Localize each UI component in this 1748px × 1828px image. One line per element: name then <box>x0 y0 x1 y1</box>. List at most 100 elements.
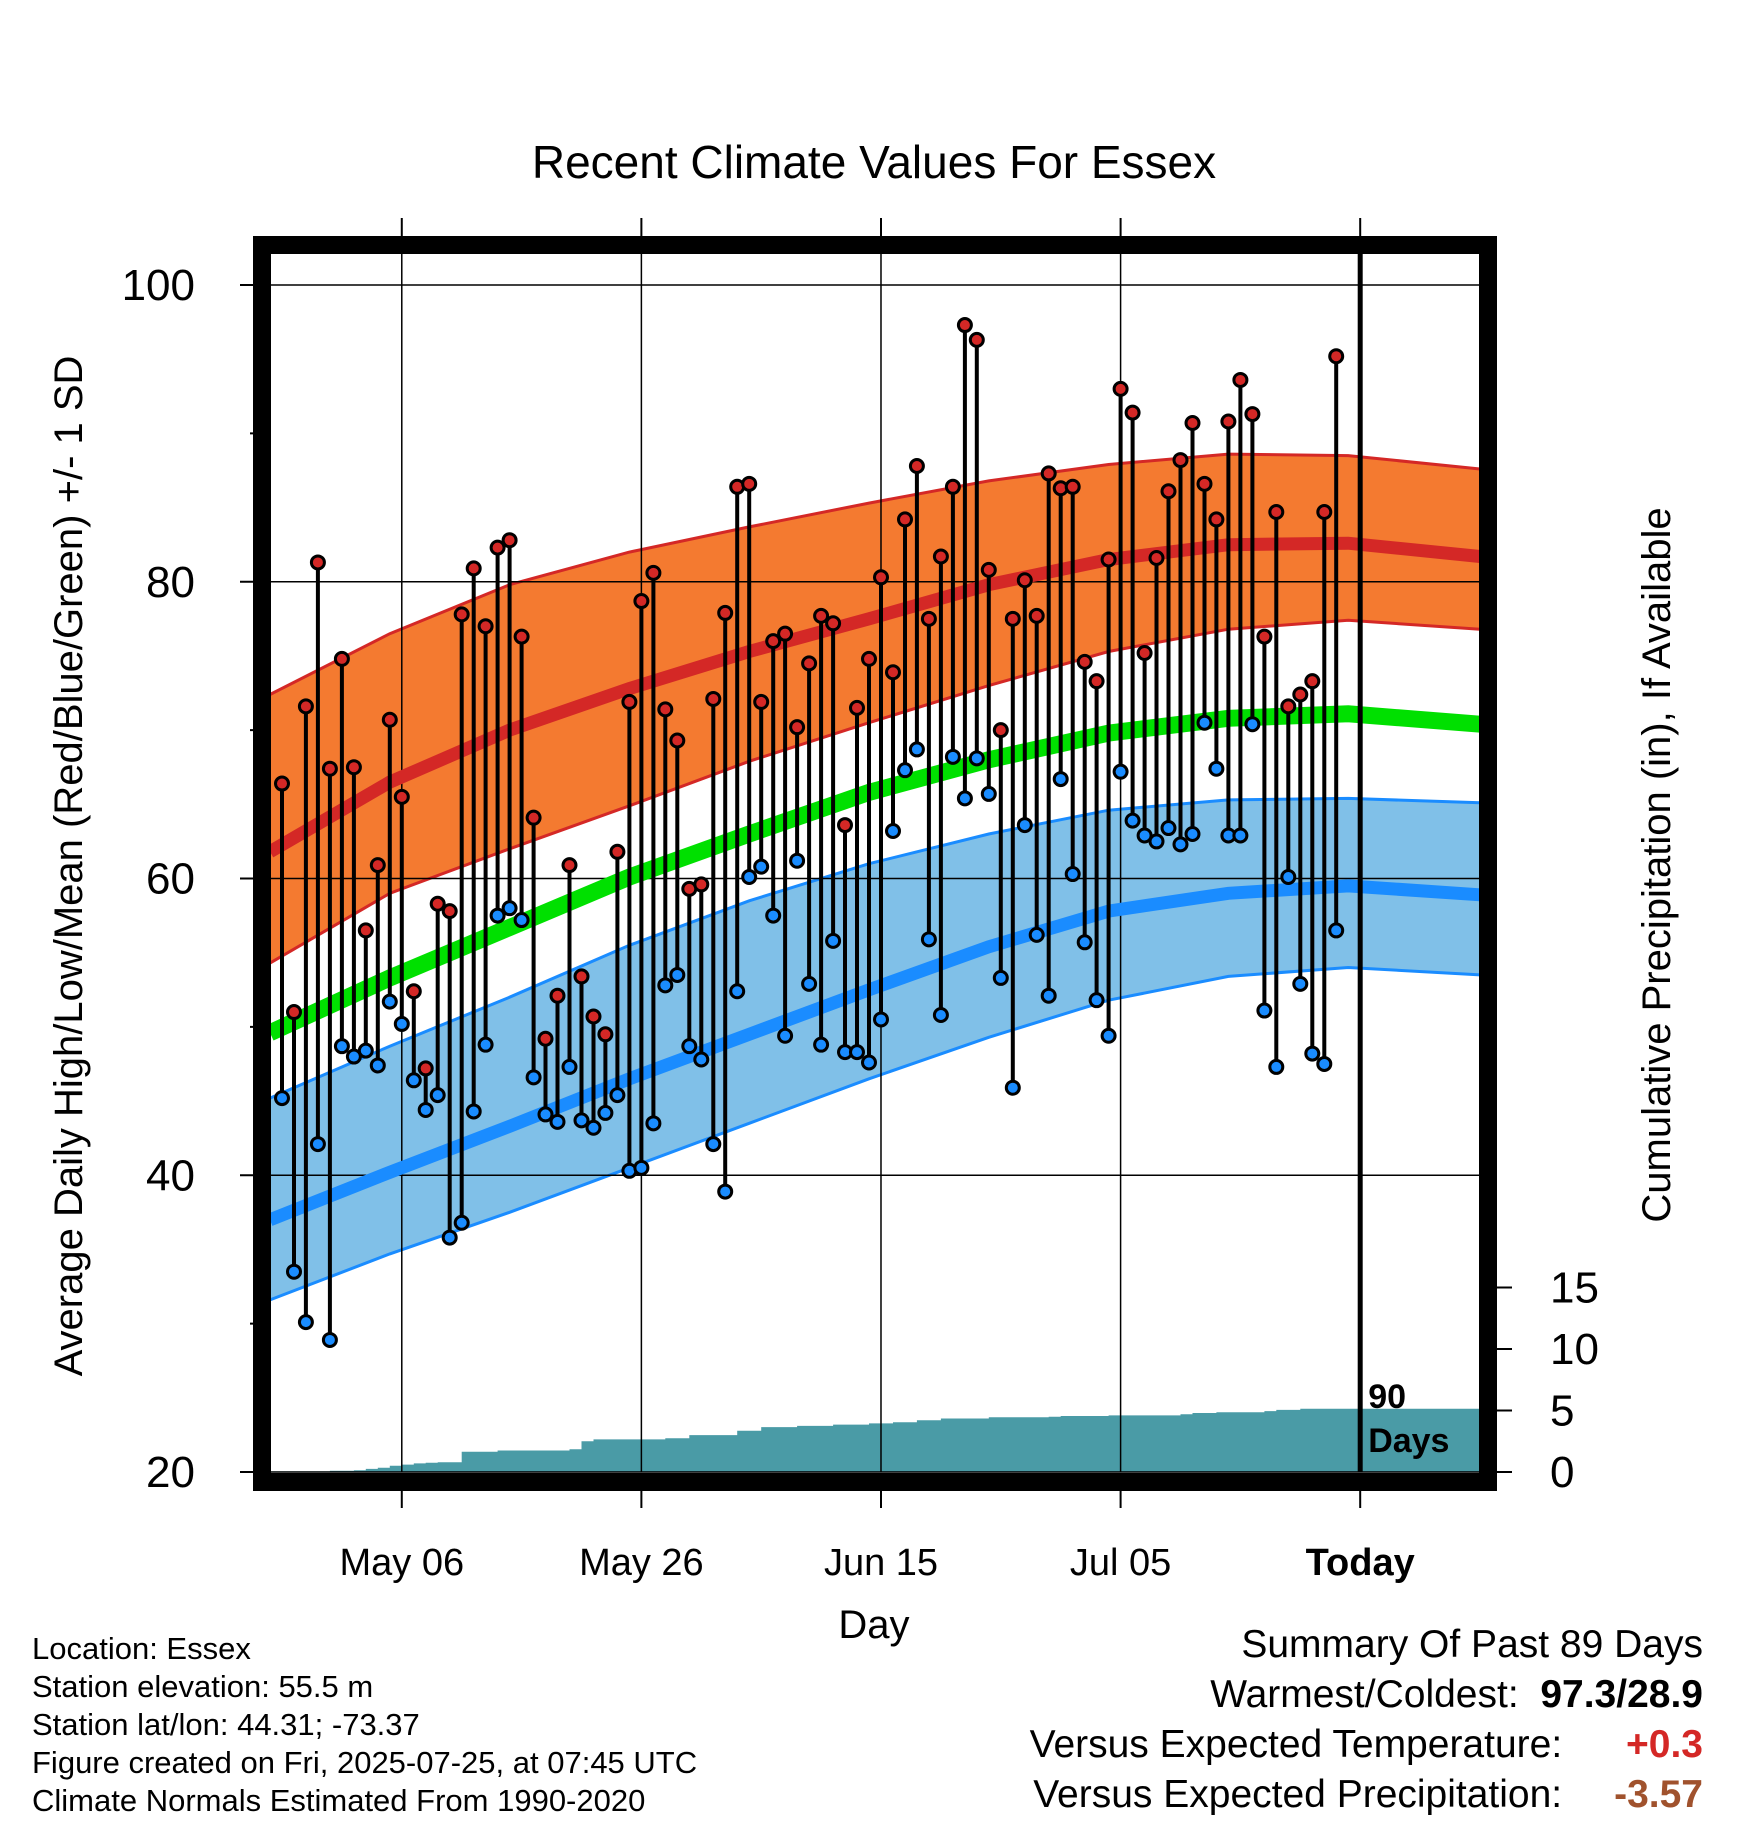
x-tick-label-3: Jul 05 <box>1070 1542 1171 1584</box>
daily-low-point-36 <box>693 1051 710 1068</box>
daily-low-point-28 <box>597 1104 614 1121</box>
y2-tick-label-15: 15 <box>1550 1264 1599 1313</box>
daily-high-point-79 <box>1208 511 1225 528</box>
daily-high-point-17 <box>465 560 482 577</box>
daily-low-point-32 <box>645 1115 662 1132</box>
daily-high-point-1 <box>274 775 290 792</box>
daily-high-point-20 <box>501 532 518 549</box>
daily-low-point-68 <box>1076 934 1093 951</box>
daily-low-point-2 <box>286 1263 302 1280</box>
daily-low-point-15 <box>441 1229 458 1246</box>
daily-high-point-73 <box>1136 644 1153 661</box>
daily-low-point-47 <box>825 932 842 949</box>
daily-high-point-55 <box>920 610 937 627</box>
daily-high-point-81 <box>1232 371 1249 388</box>
daily-high-point-6 <box>333 650 350 667</box>
today-count-number: 90 <box>1368 1378 1406 1416</box>
daily-high-point-89 <box>1328 348 1345 365</box>
daily-low-point-66 <box>1052 771 1069 788</box>
daily-high-point-70 <box>1100 551 1117 568</box>
x-tick-label-0: May 06 <box>339 1542 464 1584</box>
daily-high-point-84 <box>1268 504 1285 521</box>
daily-high-point-52 <box>885 664 901 681</box>
daily-low-point-56 <box>932 1007 949 1024</box>
daily-low-point-23 <box>537 1106 554 1123</box>
daily-high-point-61 <box>992 722 1009 739</box>
daily-low-point-74 <box>1148 833 1165 850</box>
daily-high-point-48 <box>837 817 853 834</box>
daily-low-point-71 <box>1112 763 1129 780</box>
plot-border <box>253 236 1497 1491</box>
daily-high-point-25 <box>561 857 578 874</box>
daily-low-point-12 <box>405 1072 422 1089</box>
today-marker: 90 Days <box>1357 247 1449 1472</box>
daily-high-point-31 <box>633 593 650 610</box>
daily-high-point-28 <box>597 1026 614 1043</box>
daily-low-point-9 <box>369 1057 386 1074</box>
daily-high-point-8 <box>357 922 374 939</box>
daily-low-point-44 <box>789 852 806 869</box>
daily-low-point-62 <box>1004 1079 1021 1096</box>
daily-high-point-46 <box>813 607 830 624</box>
daily-low-point-11 <box>393 1015 410 1032</box>
normals-text: Climate Normals Estimated From 1990-2020 <box>32 1783 646 1818</box>
high-normal-line <box>266 536 1481 858</box>
daily-high-point-47 <box>825 615 842 632</box>
daily-low-point-53 <box>897 762 913 779</box>
summary-temp: Versus Expected Temperature: +0.3 <box>1030 1720 1703 1770</box>
daily-high-point-74 <box>1148 550 1165 567</box>
daily-high-point-44 <box>789 719 806 736</box>
x-axis-label: Day <box>838 1603 909 1647</box>
daily-high-point-50 <box>861 650 877 667</box>
daily-low-point-37 <box>705 1136 722 1153</box>
y-tick-label-40: 40 <box>146 1151 195 1200</box>
daily-high-point-71 <box>1112 380 1129 397</box>
daily-high-point-65 <box>1040 465 1057 482</box>
summary-warm-cold: Warmest/Coldest: 97.3/28.9 <box>1030 1670 1703 1720</box>
daily-high-point-42 <box>765 633 782 650</box>
daily-high-point-5 <box>321 760 338 777</box>
daily-low-point-16 <box>453 1214 470 1231</box>
daily-high-point-62 <box>1004 610 1021 627</box>
daily-high-point-57 <box>944 478 961 495</box>
daily-high-point-16 <box>453 606 470 623</box>
daily-high-point-12 <box>405 983 422 1000</box>
cumulative-precipitation <box>270 1408 1480 1472</box>
daily-high-point-67 <box>1064 478 1081 495</box>
daily-high-point-51 <box>873 569 889 586</box>
daily-low-point-46 <box>813 1036 830 1053</box>
y2-tick-label-10: 10 <box>1550 1325 1599 1374</box>
daily-low-point-13 <box>417 1101 434 1118</box>
chart-title: Recent Climate Values For Essex <box>532 136 1216 188</box>
daily-low-point-20 <box>501 900 518 917</box>
daily-high-point-45 <box>801 655 818 672</box>
daily-low-point-24 <box>549 1113 566 1130</box>
daily-high-point-7 <box>345 759 362 776</box>
daily-high-point-41 <box>753 693 770 710</box>
daily-high-point-72 <box>1124 404 1141 421</box>
daily-low-point-58 <box>956 790 973 807</box>
daily-high-point-49 <box>849 699 865 716</box>
elevation-text: Station elevation: 55.5 m <box>32 1669 374 1704</box>
daily-high-point-40 <box>741 475 758 492</box>
daily-low-point-69 <box>1088 992 1105 1009</box>
daily-low-point-73 <box>1136 827 1153 844</box>
daily-low-point-26 <box>573 1112 590 1129</box>
daily-low-point-4 <box>309 1136 326 1153</box>
daily-high-point-10 <box>381 711 398 728</box>
daily-low-point-84 <box>1268 1058 1285 1075</box>
daily-high-point-34 <box>669 732 686 749</box>
daily-low-point-45 <box>801 975 818 992</box>
daily-low-point-86 <box>1292 975 1309 992</box>
daily-low-point-77 <box>1184 825 1201 842</box>
daily-low-point-81 <box>1232 827 1249 844</box>
daily-low-point-34 <box>669 966 686 983</box>
daily-low-point-22 <box>525 1069 542 1086</box>
daily-low-point-59 <box>968 750 985 767</box>
daily-low-point-51 <box>873 1011 889 1028</box>
daily-high-point-75 <box>1160 483 1177 500</box>
daily-low-point-18 <box>477 1036 494 1053</box>
daily-high-point-43 <box>777 625 794 642</box>
daily-low-point-21 <box>513 912 530 929</box>
daily-low-point-75 <box>1160 820 1177 837</box>
